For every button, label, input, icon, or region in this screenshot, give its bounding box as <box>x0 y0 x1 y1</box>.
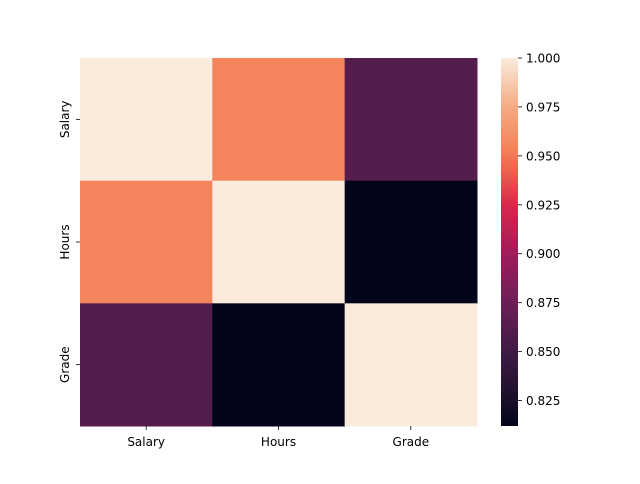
x-tick-label: Salary <box>127 435 165 449</box>
heatmap-cells <box>80 58 478 427</box>
heatmap-cell <box>80 58 213 182</box>
colorbar-ticks: 0.825 0.850 0.875 0.900 0.925 0.950 0.975 1.000 <box>518 52 560 408</box>
colorbar-tick-label: 0.850 <box>526 345 560 359</box>
heatmap-cell <box>212 303 346 427</box>
colorbar-tick-label: 0.925 <box>526 198 560 212</box>
x-tick-label: Grade <box>393 435 430 449</box>
colorbar-tick-label: 0.975 <box>526 100 560 114</box>
colorbar-tick-label: 0.950 <box>526 149 560 163</box>
y-tick-label: Grade <box>58 346 72 383</box>
x-tick-label: Hours <box>261 435 296 449</box>
heatmap-cell <box>344 180 478 304</box>
heatmap-cell <box>344 303 478 427</box>
y-tick-label: Hours <box>58 224 72 259</box>
heatmap-cell <box>212 58 346 182</box>
heatmap-cell <box>344 58 478 182</box>
heatmap-cell <box>80 303 213 427</box>
colorbar-tick-label: 0.900 <box>526 247 560 261</box>
colorbar-tick-label: 1.000 <box>526 52 560 66</box>
heatmap-cell <box>80 180 213 304</box>
colorbar <box>501 58 518 426</box>
y-axis: Salary Hours Grade <box>58 100 80 383</box>
x-axis: Salary Hours Grade <box>127 426 429 449</box>
heatmap-cell <box>212 180 346 304</box>
y-tick-label: Salary <box>58 100 72 138</box>
colorbar-tick-label: 0.875 <box>526 296 560 310</box>
colorbar-tick-label: 0.825 <box>526 394 560 408</box>
